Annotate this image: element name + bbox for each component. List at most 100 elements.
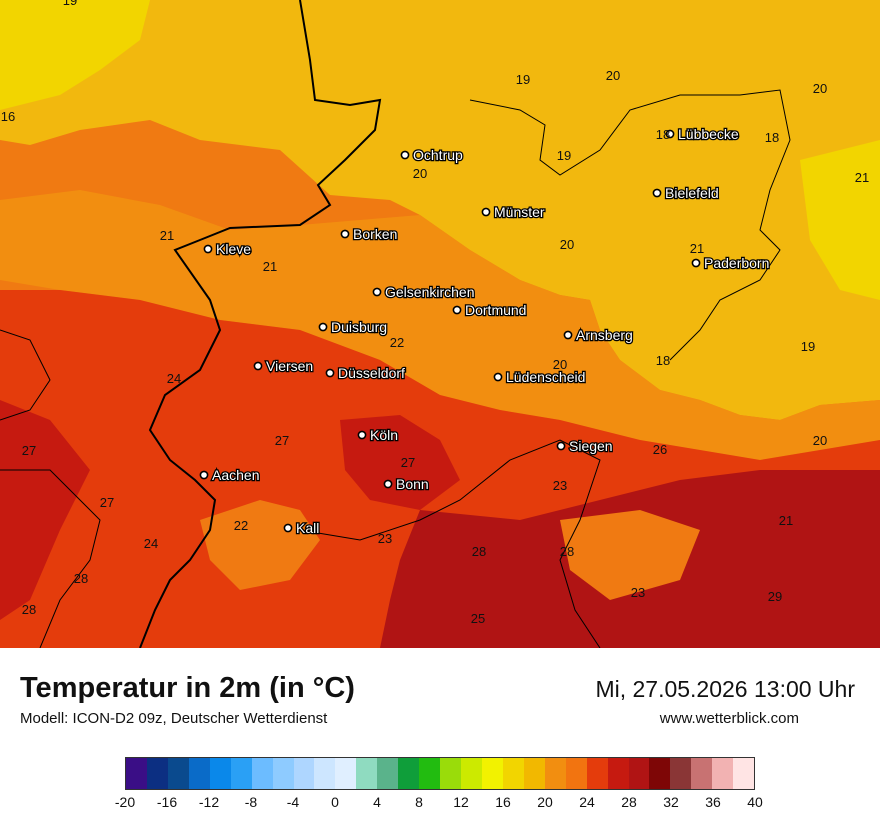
temperature-value: 21 bbox=[690, 241, 704, 256]
city-marker[interactable]: Viersen bbox=[253, 357, 315, 375]
temperature-value: 27 bbox=[275, 433, 289, 448]
forecast-datetime: Mi, 27.05.2026 13:00 Uhr bbox=[595, 676, 855, 702]
city-dot bbox=[340, 229, 350, 239]
legend-tick: 8 bbox=[415, 794, 423, 810]
zone-19-20 bbox=[0, 0, 880, 420]
belgium-border bbox=[0, 329, 101, 648]
legend-tick: 28 bbox=[621, 794, 637, 810]
map-footer: Temperatur in 2m (in °C) Modell: ICON-D2… bbox=[0, 648, 880, 830]
city-dot bbox=[199, 470, 209, 480]
legend-tick: -4 bbox=[286, 794, 300, 810]
city-marker[interactable]: Köln bbox=[357, 426, 399, 444]
temperature-value: 23 bbox=[553, 478, 567, 493]
legend-swatch bbox=[167, 758, 189, 789]
temperature-value: 19 bbox=[516, 72, 530, 87]
legend-swatch bbox=[230, 758, 252, 789]
zone-18-19-ne bbox=[800, 140, 880, 300]
legend-swatch bbox=[440, 758, 461, 789]
city-marker[interactable]: Dortmund bbox=[452, 301, 528, 319]
city-label: Viersen bbox=[266, 358, 313, 374]
temperature-value: 20 bbox=[813, 433, 827, 448]
city-dot bbox=[383, 479, 393, 489]
temperature-value: 29 bbox=[768, 589, 782, 604]
legend-tick: 32 bbox=[663, 794, 679, 810]
legend-tick: 24 bbox=[579, 794, 595, 810]
zone-26-28-west bbox=[0, 400, 90, 620]
city-label: Kall bbox=[296, 520, 319, 536]
legend-swatch bbox=[712, 758, 734, 789]
city-dot bbox=[203, 244, 213, 254]
city-label: Münster bbox=[494, 204, 545, 220]
city-marker[interactable]: Aachen bbox=[199, 466, 261, 484]
legend-tick: -12 bbox=[198, 794, 220, 810]
city-label: Lüdenscheid bbox=[506, 369, 585, 385]
legend-swatch bbox=[565, 758, 587, 789]
legend-swatch bbox=[628, 758, 650, 789]
city-marker[interactable]: Gelsenkirchen bbox=[372, 283, 476, 301]
legend-swatch bbox=[188, 758, 210, 789]
city-dot bbox=[325, 368, 335, 378]
temperature-value: 27 bbox=[22, 443, 36, 458]
temperature-value: 22 bbox=[234, 518, 248, 533]
city-marker[interactable]: Bonn bbox=[383, 475, 430, 493]
legend-tick: 16 bbox=[495, 794, 511, 810]
city-dot bbox=[691, 258, 701, 268]
temperature-value: 19 bbox=[801, 339, 815, 354]
legend-swatch bbox=[377, 758, 399, 789]
city-dot bbox=[556, 441, 566, 451]
legend-swatch bbox=[293, 758, 315, 789]
city-label: Paderborn bbox=[704, 255, 769, 271]
temperature-value: 28 bbox=[560, 544, 574, 559]
city-marker[interactable]: Siegen bbox=[556, 437, 614, 455]
zone-27-cologne bbox=[340, 415, 460, 510]
city-marker[interactable]: Lüdenscheid bbox=[493, 368, 587, 386]
city-label: Gelsenkirchen bbox=[385, 284, 475, 300]
city-marker[interactable]: Düsseldorf bbox=[325, 364, 406, 382]
city-marker[interactable]: Borken bbox=[340, 225, 399, 243]
temperature-value: 18 bbox=[656, 353, 670, 368]
map-title: Temperatur in 2m (in °C) bbox=[20, 672, 355, 704]
temperature-value: 25 bbox=[471, 611, 485, 626]
temperature-map[interactable]: Ochtrup Lübbecke Bielefeld Münster Borken Kle… bbox=[0, 0, 880, 648]
city-dot bbox=[452, 305, 462, 315]
city-label: Duisburg bbox=[331, 319, 387, 335]
city-marker[interactable]: Münster bbox=[481, 203, 546, 221]
temperature-value: 28 bbox=[472, 544, 486, 559]
state-border-south bbox=[299, 439, 601, 648]
legend-swatch bbox=[733, 758, 755, 789]
temperature-value: 23 bbox=[631, 585, 645, 600]
zone-16-18 bbox=[0, 0, 150, 110]
legend-swatch bbox=[419, 758, 441, 789]
city-marker[interactable]: Kleve bbox=[203, 240, 253, 258]
city-label: Kleve bbox=[216, 241, 251, 257]
city-marker[interactable]: Lübbecke bbox=[665, 125, 740, 143]
temperature-value: 22 bbox=[390, 335, 404, 350]
legend-tick: 0 bbox=[331, 794, 339, 810]
temperature-value: 18 bbox=[765, 130, 779, 145]
city-label: Lübbecke bbox=[678, 126, 739, 142]
legend-tick: 20 bbox=[537, 794, 553, 810]
city-marker[interactable]: Paderborn bbox=[691, 254, 771, 272]
city-dot bbox=[481, 207, 491, 217]
city-marker[interactable]: Kall bbox=[283, 519, 321, 537]
city-marker[interactable]: Ochtrup bbox=[400, 146, 464, 164]
legend-tick: -8 bbox=[244, 794, 258, 810]
temperature-value: 20 bbox=[813, 81, 827, 96]
city-label: Arnsberg bbox=[576, 327, 633, 343]
website-link[interactable]: www.wetterblick.com bbox=[659, 710, 799, 727]
legend-swatch bbox=[670, 758, 692, 789]
legend-swatch bbox=[272, 758, 294, 789]
legend-tick: -16 bbox=[156, 794, 178, 810]
temperature-value: 27 bbox=[401, 455, 415, 470]
temperature-value: 16 bbox=[1, 109, 15, 124]
legend-swatch bbox=[251, 758, 273, 789]
city-marker[interactable]: Bielefeld bbox=[652, 184, 720, 202]
temperature-value: 24 bbox=[144, 536, 158, 551]
temperature-value: 20 bbox=[413, 166, 427, 181]
city-marker[interactable]: Duisburg bbox=[318, 318, 388, 336]
city-label: Aachen bbox=[212, 467, 259, 483]
temperature-value: 19 bbox=[63, 0, 77, 8]
city-marker[interactable]: Arnsberg bbox=[563, 326, 634, 344]
legend-swatch bbox=[335, 758, 357, 789]
state-border-north bbox=[469, 89, 791, 361]
